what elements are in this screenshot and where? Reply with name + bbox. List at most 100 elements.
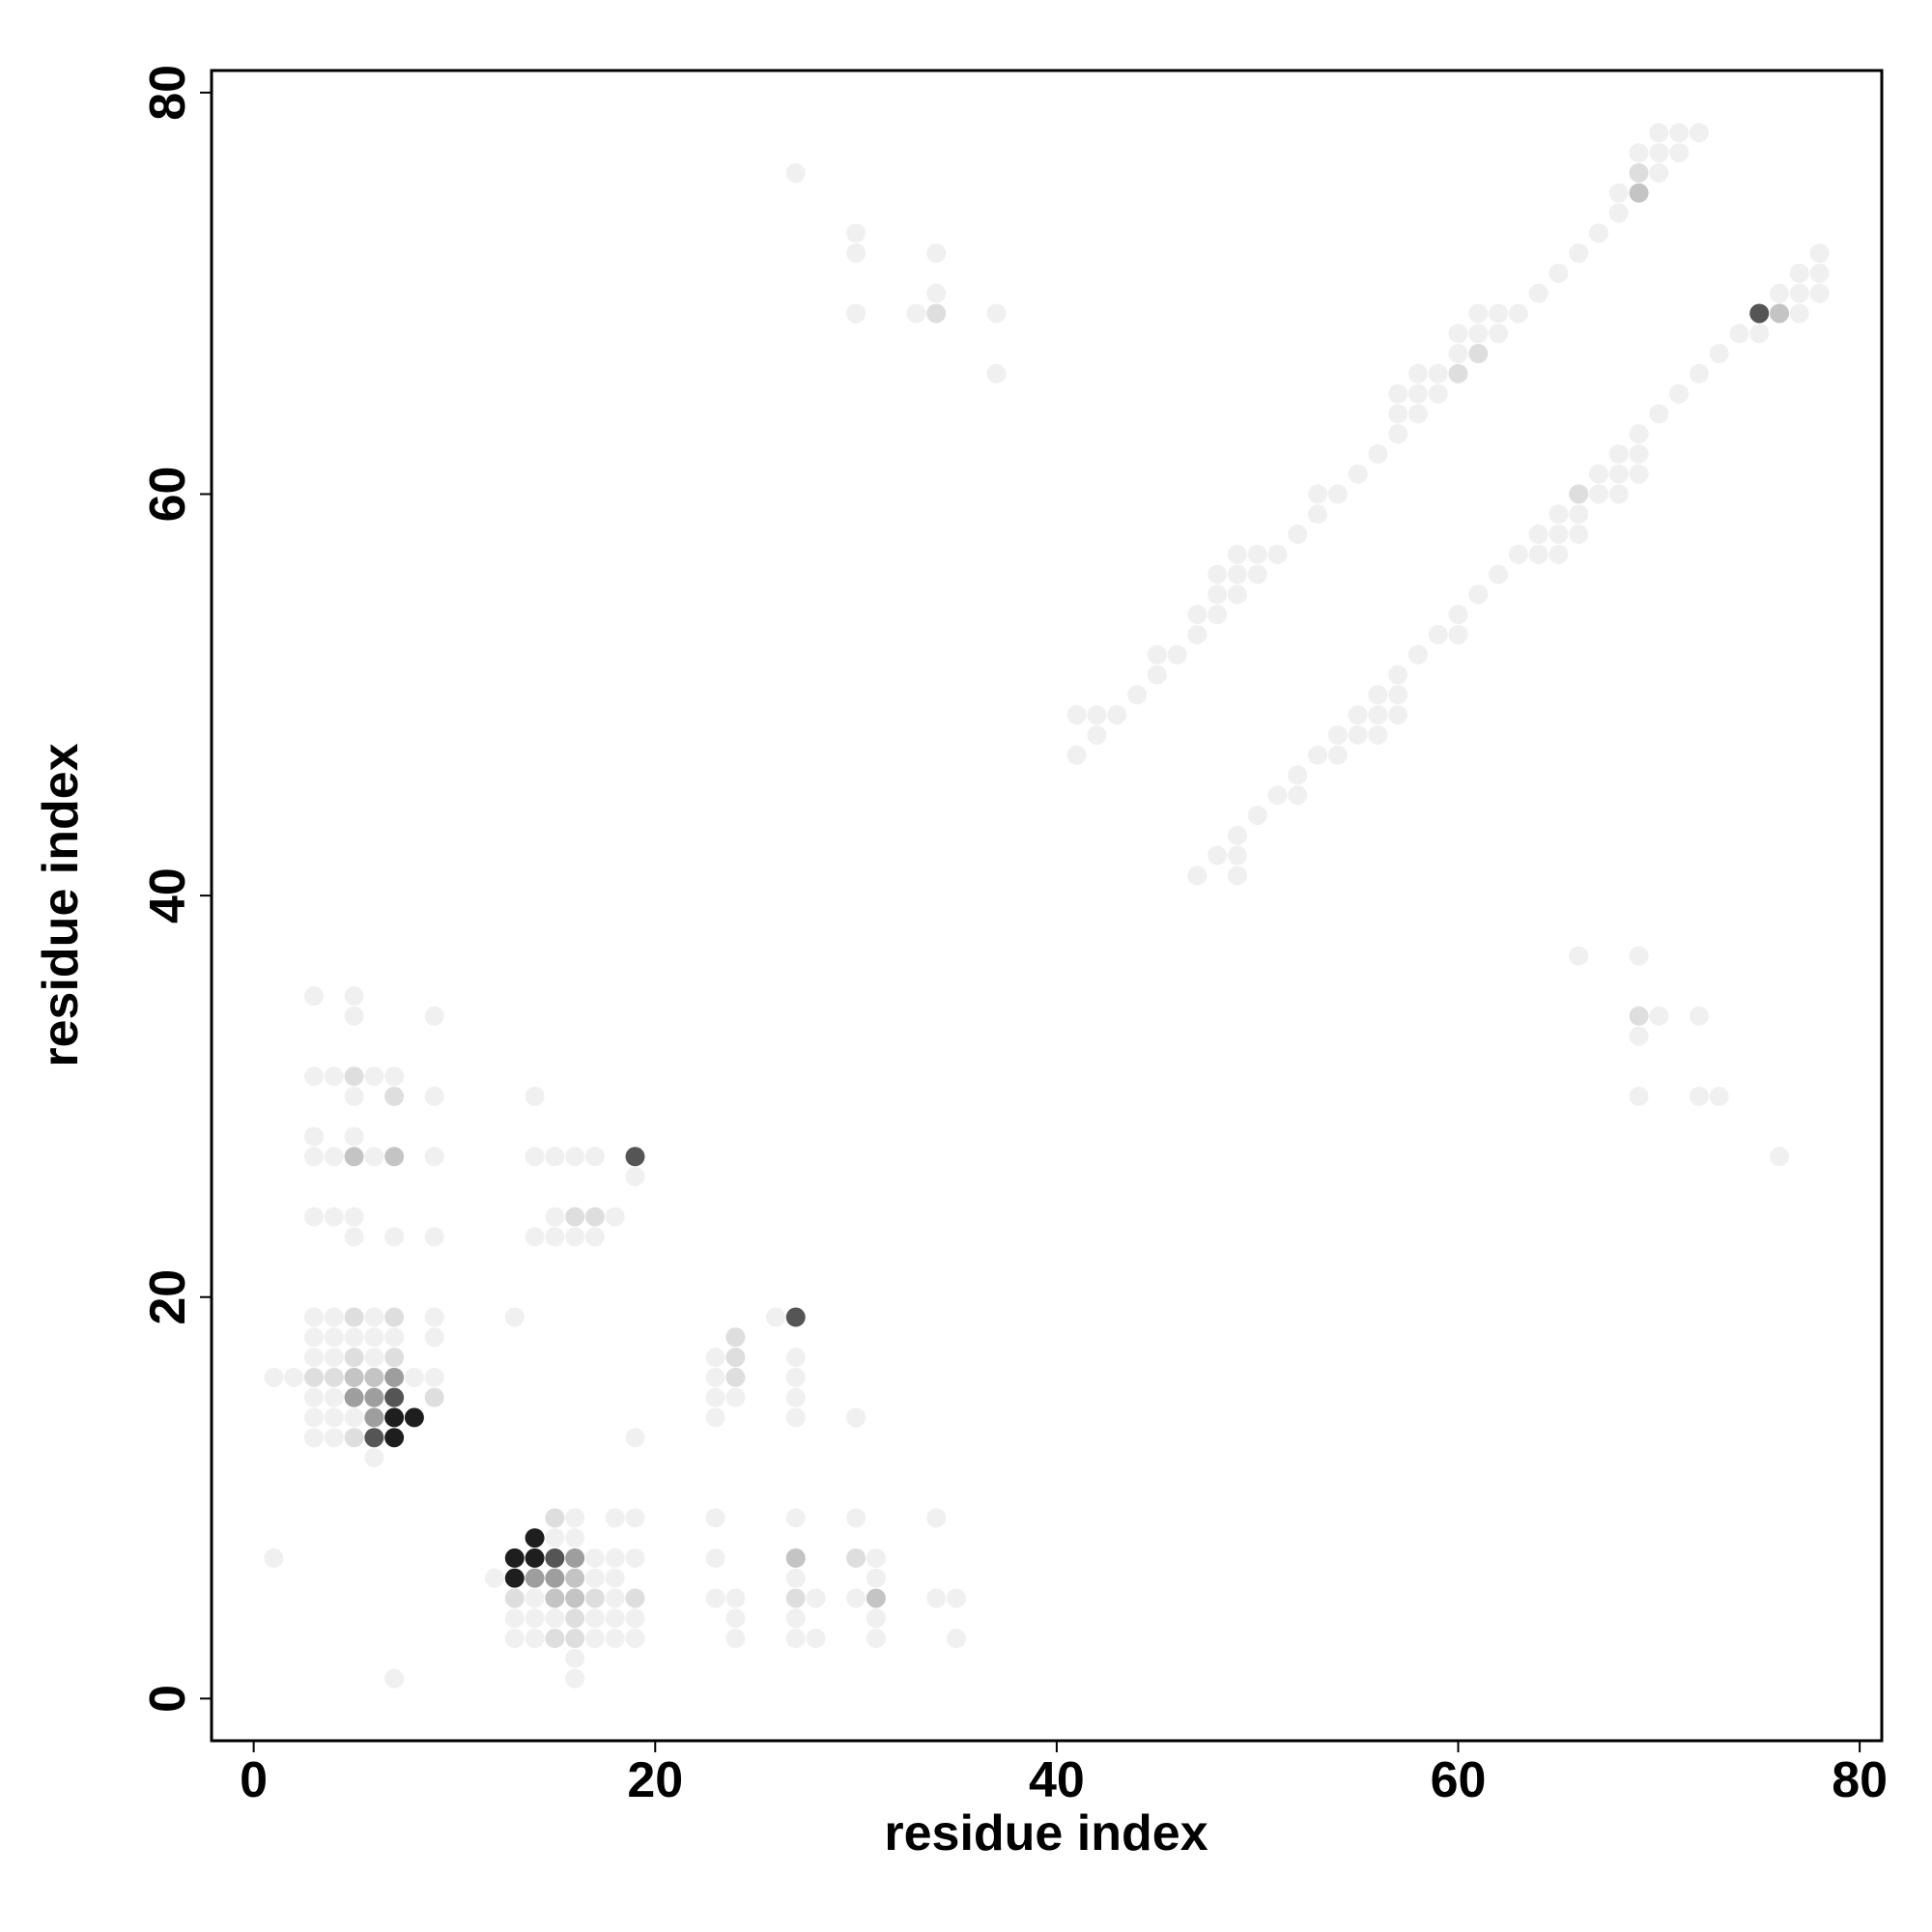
point xyxy=(1629,183,1649,203)
point xyxy=(1489,324,1509,344)
point xyxy=(1689,123,1709,143)
point xyxy=(946,1629,966,1649)
point xyxy=(344,1348,364,1368)
point xyxy=(846,223,867,243)
point xyxy=(404,1407,424,1428)
point xyxy=(344,1006,364,1026)
point xyxy=(725,1588,746,1608)
point xyxy=(625,1548,645,1568)
point xyxy=(424,1327,444,1348)
point xyxy=(1608,203,1629,223)
point xyxy=(1227,825,1247,845)
point xyxy=(1308,745,1328,765)
point xyxy=(504,1588,525,1608)
point xyxy=(364,1066,384,1087)
point xyxy=(1348,724,1368,745)
point xyxy=(303,1307,324,1327)
point xyxy=(1569,525,1589,545)
point xyxy=(1208,605,1228,625)
point xyxy=(1770,303,1790,324)
point xyxy=(303,1428,324,1448)
point xyxy=(1468,303,1489,324)
point xyxy=(565,1548,585,1568)
point xyxy=(1247,544,1267,564)
point xyxy=(565,1508,585,1528)
point xyxy=(264,1548,284,1568)
point xyxy=(1729,324,1749,344)
point xyxy=(1167,644,1187,665)
point xyxy=(384,1227,405,1247)
point xyxy=(625,1588,645,1608)
point xyxy=(1388,424,1408,444)
point xyxy=(1689,1086,1709,1106)
point xyxy=(1308,504,1328,525)
point xyxy=(725,1387,746,1407)
point xyxy=(1548,263,1569,283)
point xyxy=(525,1147,545,1167)
point xyxy=(605,1608,625,1629)
point xyxy=(324,1367,344,1387)
point xyxy=(605,1629,625,1649)
point xyxy=(625,1629,645,1649)
point xyxy=(1489,564,1509,584)
point xyxy=(344,1207,364,1227)
point xyxy=(625,1428,645,1448)
point xyxy=(1327,484,1348,504)
point xyxy=(1227,564,1247,584)
point xyxy=(1428,624,1448,644)
point xyxy=(625,1147,645,1167)
point xyxy=(344,986,364,1007)
point xyxy=(1770,1147,1790,1167)
point xyxy=(1749,303,1770,324)
point xyxy=(926,283,947,303)
point xyxy=(725,1367,746,1387)
point xyxy=(1066,745,1087,765)
point xyxy=(584,1608,605,1629)
point xyxy=(303,1407,324,1428)
point xyxy=(1227,845,1247,866)
point xyxy=(1649,123,1669,143)
point xyxy=(1407,384,1428,404)
point xyxy=(1629,464,1649,484)
point xyxy=(705,1548,725,1568)
point xyxy=(806,1629,826,1649)
point xyxy=(1569,946,1589,966)
point xyxy=(584,1207,605,1227)
point xyxy=(1407,363,1428,384)
point xyxy=(565,1147,585,1167)
point xyxy=(1227,866,1247,886)
point xyxy=(1608,464,1629,484)
point xyxy=(384,1147,405,1167)
point xyxy=(485,1568,505,1588)
point xyxy=(1588,484,1608,504)
point xyxy=(1448,605,1468,625)
point xyxy=(926,243,947,264)
x-tick-label: 60 xyxy=(1431,1752,1487,1808)
point xyxy=(384,1668,405,1689)
point xyxy=(785,1508,806,1528)
point xyxy=(1770,283,1790,303)
point xyxy=(324,1348,344,1368)
point xyxy=(303,1348,324,1368)
point xyxy=(986,363,1007,384)
point xyxy=(525,1548,545,1568)
y-tick-label: 60 xyxy=(140,467,196,523)
point xyxy=(545,1207,565,1227)
point xyxy=(846,1548,867,1568)
point xyxy=(1468,324,1489,344)
point xyxy=(785,1307,806,1327)
point xyxy=(1208,584,1228,605)
point xyxy=(303,1147,324,1167)
point xyxy=(705,1508,725,1528)
point xyxy=(1489,303,1509,324)
point xyxy=(866,1548,886,1568)
point xyxy=(565,1588,585,1608)
point xyxy=(1789,263,1809,283)
point xyxy=(384,1407,405,1428)
point xyxy=(1288,765,1308,785)
point xyxy=(1629,1086,1649,1106)
point xyxy=(404,1367,424,1387)
point xyxy=(705,1387,725,1407)
point xyxy=(1689,363,1709,384)
